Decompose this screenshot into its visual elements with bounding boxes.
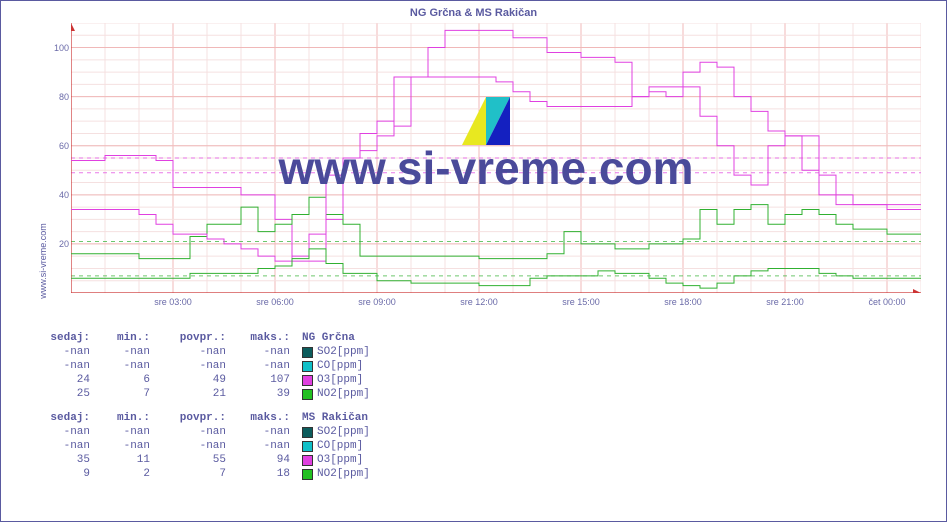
table-cell: -nan — [232, 359, 296, 373]
table-cell: 7 — [156, 467, 232, 481]
table-cell: -nan — [96, 425, 156, 439]
x-tick-label: sre 06:00 — [256, 297, 294, 307]
table-header: povpr.: — [156, 331, 232, 345]
table-cell: -nan — [156, 345, 232, 359]
table-row: 24649107 O3[ppm] — [41, 373, 376, 387]
table-cell: -nan — [41, 345, 96, 359]
table-cell: -nan — [156, 425, 232, 439]
legend-label: SO2[ppm] — [317, 346, 370, 358]
series-legend: O3[ppm] — [296, 453, 369, 467]
y-tick-label: 80 — [45, 92, 69, 102]
table-cell: -nan — [96, 345, 156, 359]
legend-swatch-icon — [302, 389, 313, 400]
table-header: povpr.: — [156, 411, 232, 425]
table-cell: -nan — [41, 439, 96, 453]
x-tick-label: sre 15:00 — [562, 297, 600, 307]
x-tick-label: sre 21:00 — [766, 297, 804, 307]
table-header: maks.: — [232, 411, 296, 425]
table-cell: 24 — [41, 373, 96, 387]
table-row: 2572139 NO2[ppm] — [41, 387, 376, 401]
table-cell: 9 — [41, 467, 96, 481]
table-cell: -nan — [41, 359, 96, 373]
series-legend: SO2[ppm] — [296, 425, 376, 439]
table-cell: 11 — [96, 453, 156, 467]
table-cell: 39 — [232, 387, 296, 401]
table-cell: 107 — [232, 373, 296, 387]
legend-label: CO[ppm] — [317, 360, 363, 372]
table-cell: 55 — [156, 453, 232, 467]
table-cell: 18 — [232, 467, 296, 481]
legend-label: NO2[ppm] — [317, 468, 370, 480]
series-legend: SO2[ppm] — [296, 345, 376, 359]
table-cell: 35 — [41, 453, 96, 467]
y-tick-label: 40 — [45, 190, 69, 200]
data-tables: sedaj:min.:povpr.:maks.:NG Grčna-nan-nan… — [41, 331, 376, 491]
series-legend: O3[ppm] — [296, 373, 369, 387]
table-row: -nan-nan-nan-nanSO2[ppm] — [41, 425, 376, 439]
legend-label: SO2[ppm] — [317, 426, 370, 438]
series-legend: CO[ppm] — [296, 439, 369, 453]
legend-label: CO[ppm] — [317, 440, 363, 452]
table-header: min.: — [96, 411, 156, 425]
x-tick-label: sre 12:00 — [460, 297, 498, 307]
legend-swatch-icon — [302, 347, 313, 358]
table-cell: -nan — [156, 439, 232, 453]
table-row: -nan-nan-nan-nanCO[ppm] — [41, 439, 376, 453]
table-cell: 7 — [96, 387, 156, 401]
table-cell: -nan — [41, 425, 96, 439]
chart-area: 20 40 60 80 100 sre 03:00 sre 06:00 sre 09:00 s… — [41, 23, 931, 313]
table-cell: 6 — [96, 373, 156, 387]
series-legend: CO[ppm] — [296, 359, 369, 373]
table-row: -nan-nan-nan-nanCO[ppm] — [41, 359, 376, 373]
table-cell: 49 — [156, 373, 232, 387]
table-cell: 25 — [41, 387, 96, 401]
x-tick-label: sre 03:00 — [154, 297, 192, 307]
y-tick-label: 20 — [45, 239, 69, 249]
legend-label: O3[ppm] — [317, 454, 363, 466]
table-cell: -nan — [232, 425, 296, 439]
chart-container: www.si-vreme.com NG Grčna & MS Rakičan 2… — [0, 0, 947, 522]
table-cell: -nan — [96, 439, 156, 453]
legend-swatch-icon — [302, 375, 313, 386]
legend-swatch-icon — [302, 427, 313, 438]
legend-label: NO2[ppm] — [317, 388, 370, 400]
table-row: -nan-nan-nan-nanSO2[ppm] — [41, 345, 376, 359]
x-tick-label: sre 09:00 — [358, 297, 396, 307]
legend-swatch-icon — [302, 469, 313, 480]
table-header: min.: — [96, 331, 156, 345]
y-tick-label: 100 — [45, 43, 69, 53]
station-table: sedaj:min.:povpr.:maks.:MS Rakičan-nan-n… — [41, 411, 376, 481]
series-legend: NO2[ppm] — [296, 467, 376, 481]
legend-swatch-icon — [302, 441, 313, 452]
table-cell: -nan — [156, 359, 232, 373]
table-cell: -nan — [232, 439, 296, 453]
table-header: sedaj: — [41, 331, 96, 345]
table-header: sedaj: — [41, 411, 96, 425]
plot-svg — [71, 23, 921, 293]
table-header: maks.: — [232, 331, 296, 345]
chart-title: NG Grčna & MS Rakičan — [1, 1, 946, 19]
series-legend: NO2[ppm] — [296, 387, 376, 401]
table-cell: 21 — [156, 387, 232, 401]
legend-swatch-icon — [302, 361, 313, 372]
table-cell: 94 — [232, 453, 296, 467]
table-cell: 2 — [96, 467, 156, 481]
y-tick-label: 60 — [45, 141, 69, 151]
station-name: NG Grčna — [296, 331, 361, 345]
legend-label: O3[ppm] — [317, 374, 363, 386]
table-cell: -nan — [232, 345, 296, 359]
station-table: sedaj:min.:povpr.:maks.:NG Grčna-nan-nan… — [41, 331, 376, 401]
table-row: 92718 NO2[ppm] — [41, 467, 376, 481]
x-tick-label: čet 00:00 — [868, 297, 905, 307]
table-cell: -nan — [96, 359, 156, 373]
legend-swatch-icon — [302, 455, 313, 466]
table-row: 35115594 O3[ppm] — [41, 453, 376, 467]
station-name: MS Rakičan — [296, 411, 374, 425]
x-tick-label: sre 18:00 — [664, 297, 702, 307]
